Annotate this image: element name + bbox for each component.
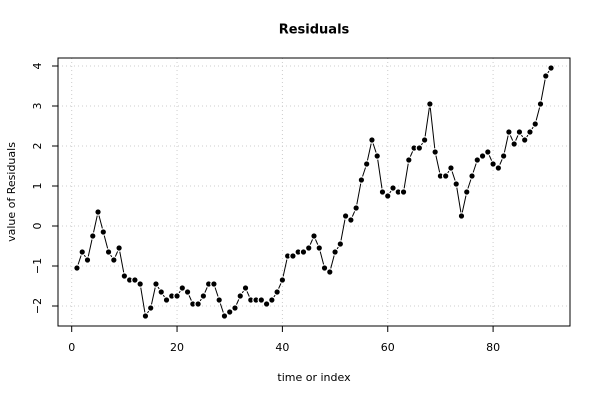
point: [210, 280, 218, 288]
point: [462, 188, 471, 196]
point: [152, 280, 160, 288]
point: [368, 136, 376, 144]
point: [83, 256, 92, 264]
point: [289, 252, 297, 260]
point: [520, 136, 529, 144]
point: [231, 304, 239, 312]
point: [389, 184, 397, 192]
point: [88, 232, 97, 240]
y-tick-label: 4: [31, 63, 44, 70]
point: [178, 284, 187, 292]
point: [547, 64, 555, 72]
point: [484, 148, 492, 156]
point: [241, 284, 250, 292]
point: [510, 140, 518, 148]
point: [362, 160, 371, 168]
point: [420, 136, 429, 144]
point: [120, 272, 129, 280]
point: [341, 212, 350, 220]
point: [78, 248, 87, 256]
point: [94, 208, 102, 216]
series-line: [76, 67, 552, 318]
point: [268, 296, 276, 304]
point: [336, 240, 345, 248]
point: [352, 204, 360, 212]
point: [131, 276, 139, 284]
point: [310, 232, 318, 240]
point: [515, 128, 524, 136]
y-tick-label: 1: [31, 183, 44, 190]
y-tick-label: 3: [31, 103, 44, 110]
point: [541, 72, 550, 80]
point: [99, 228, 108, 236]
point: [173, 292, 181, 300]
point: [326, 268, 334, 276]
point: [262, 300, 271, 308]
point: [199, 292, 208, 300]
point: [468, 172, 476, 180]
point: [531, 120, 540, 128]
point: [357, 176, 366, 184]
point: [320, 264, 329, 272]
point: [183, 288, 192, 296]
point: [447, 164, 455, 172]
x-tick-label: 20: [170, 341, 184, 354]
point: [73, 264, 81, 272]
point: [505, 128, 513, 136]
point: [257, 296, 266, 304]
point: [383, 192, 392, 200]
point: [331, 248, 339, 256]
point: [110, 256, 118, 264]
point: [426, 100, 434, 108]
point: [415, 144, 424, 152]
point: [141, 312, 150, 320]
point: [236, 292, 245, 300]
point: [499, 152, 508, 160]
point: [478, 152, 487, 160]
point: [304, 244, 313, 252]
point: [347, 216, 355, 224]
point: [399, 188, 408, 196]
y-axis-label: value of Residuals: [5, 142, 18, 242]
point: [315, 244, 324, 252]
point: [273, 288, 281, 296]
point: [162, 296, 171, 304]
x-tick-label: 80: [486, 341, 500, 354]
point: [194, 300, 202, 308]
point: [405, 156, 413, 164]
y-tick-label: −1: [31, 258, 44, 274]
point: [157, 288, 166, 296]
point: [299, 248, 308, 256]
plot-frame: [57, 57, 571, 327]
point: [378, 188, 387, 196]
x-tick-label: 60: [381, 341, 395, 354]
point: [220, 312, 229, 320]
point: [225, 308, 234, 316]
y-tick-label: −2: [31, 298, 44, 314]
point: [215, 296, 223, 304]
y-tick-label: 0: [31, 223, 44, 230]
point: [431, 148, 439, 156]
point: [373, 152, 382, 160]
point: [473, 156, 482, 164]
point: [278, 276, 287, 284]
point: [115, 244, 123, 252]
point: [494, 164, 503, 172]
point: [104, 248, 113, 256]
x-tick-label: 0: [68, 341, 75, 354]
point: [536, 100, 545, 108]
point: [136, 280, 144, 288]
point: [526, 128, 534, 136]
point: [452, 180, 461, 188]
x-axis-label: time or index: [277, 371, 351, 384]
point: [489, 160, 497, 168]
point: [146, 304, 155, 312]
y-tick-label: 2: [31, 143, 44, 150]
point: [457, 212, 466, 220]
chart-title: Residuals: [279, 23, 350, 38]
point: [441, 172, 450, 180]
x-tick-label: 40: [275, 341, 289, 354]
